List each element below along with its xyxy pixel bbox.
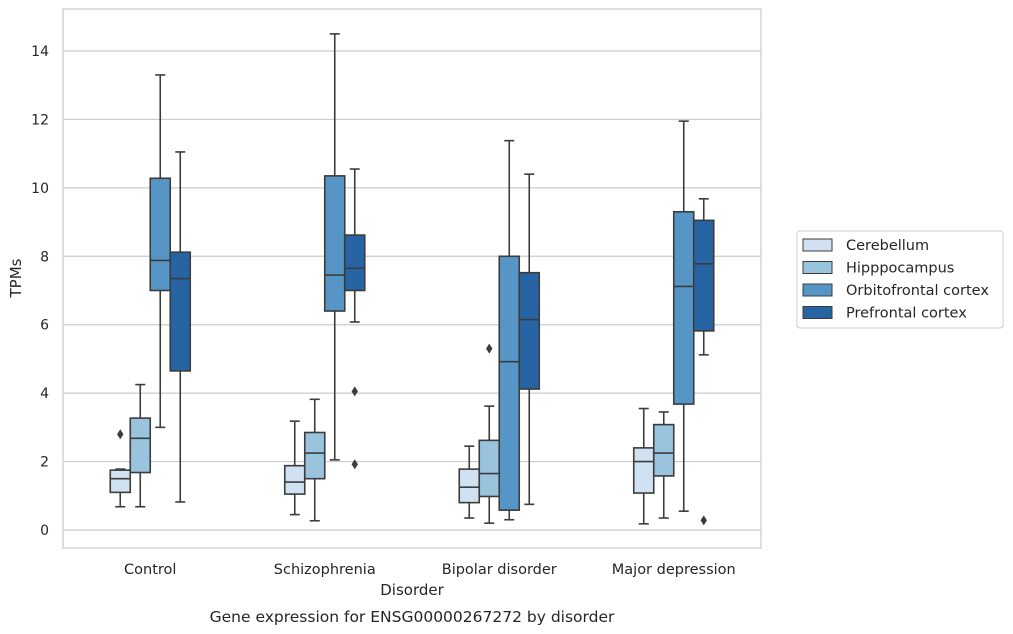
legend-frame bbox=[796, 230, 1004, 329]
x-axis-ticks: Control Schizophrenia Bipolar disorder Majo… bbox=[124, 562, 736, 578]
box-iqr bbox=[343, 234, 366, 292]
box bbox=[169, 151, 192, 503]
box bbox=[303, 398, 326, 522]
x-tick-label: Control bbox=[124, 562, 176, 578]
box-iqr bbox=[498, 255, 521, 511]
box-iqr bbox=[478, 439, 501, 498]
box bbox=[149, 74, 172, 429]
y-axis-ticks: 0 2 4 6 8 10 12 14 bbox=[31, 44, 49, 539]
box-iqr bbox=[632, 447, 655, 494]
box-iqr bbox=[303, 431, 326, 480]
y-axis-label: TPMs bbox=[7, 258, 25, 298]
box-iqr bbox=[692, 219, 715, 332]
box-iqr bbox=[672, 211, 695, 405]
y-tick-label: 8 bbox=[40, 249, 49, 265]
chart-caption: Gene expression for ENSG00000267272 by d… bbox=[210, 608, 615, 626]
box bbox=[283, 420, 306, 516]
box bbox=[692, 198, 715, 526]
legend-swatch bbox=[802, 238, 833, 252]
y-tick-label: 6 bbox=[40, 318, 49, 334]
y-tick-label: 4 bbox=[40, 386, 49, 402]
box bbox=[323, 33, 346, 461]
box bbox=[518, 173, 541, 506]
box-iqr bbox=[169, 251, 192, 372]
box-iqr bbox=[652, 423, 675, 477]
y-tick-label: 10 bbox=[31, 181, 49, 197]
outlier-point bbox=[486, 343, 493, 354]
legend-label: Prefrontal cortex bbox=[846, 306, 967, 322]
y-tick-label: 0 bbox=[40, 523, 49, 539]
outlier-point bbox=[117, 429, 124, 440]
legend-label: Hipppocampus bbox=[846, 261, 954, 277]
outlier-point bbox=[351, 459, 358, 470]
box-iqr bbox=[283, 464, 306, 495]
y-tick-label: 2 bbox=[40, 455, 49, 471]
legend: Cerebellum Hipppocampus Orbitofrontal cort… bbox=[796, 230, 1004, 329]
legend-label: Orbitofrontal cortex bbox=[846, 283, 989, 299]
box-iqr bbox=[149, 177, 172, 292]
legend-swatch bbox=[802, 261, 833, 274]
y-tick-label: 12 bbox=[31, 112, 49, 128]
box bbox=[343, 168, 366, 470]
outlier-point bbox=[700, 515, 707, 526]
x-axis-label: Disorder bbox=[380, 581, 444, 599]
legend-swatch bbox=[802, 283, 833, 297]
box-iqr bbox=[458, 468, 481, 504]
y-tick-label: 14 bbox=[31, 44, 49, 60]
box bbox=[652, 411, 675, 519]
box-iqr bbox=[109, 469, 132, 494]
x-tick-label: Major depression bbox=[612, 562, 736, 578]
box-iqr bbox=[323, 175, 346, 312]
x-tick-label: Bipolar disorder bbox=[442, 562, 557, 578]
box bbox=[129, 383, 152, 508]
plot-frame bbox=[62, 8, 762, 549]
x-tick-label: Schizophrenia bbox=[274, 562, 376, 578]
box-iqr bbox=[518, 271, 541, 390]
outlier-point bbox=[351, 386, 358, 397]
box bbox=[109, 429, 132, 508]
box-iqr bbox=[129, 417, 152, 474]
box-series bbox=[109, 33, 715, 526]
legend-label: Cerebellum bbox=[846, 238, 929, 254]
legend-swatch bbox=[802, 306, 833, 319]
